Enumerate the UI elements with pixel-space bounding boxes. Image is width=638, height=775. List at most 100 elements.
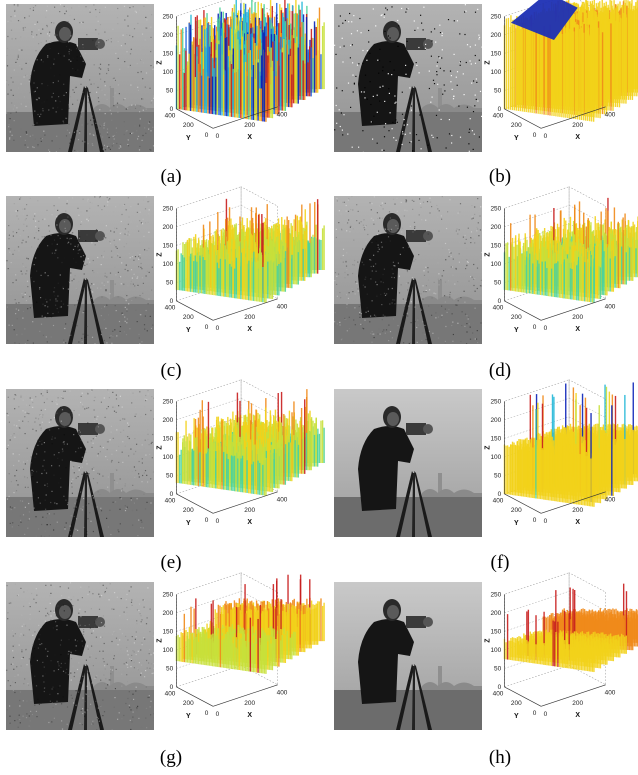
surface-plot-3d: 250 200 150 100 50 0 400 200 0 0 200 400 Z Y X (484, 379, 638, 537)
cameraman-image (334, 582, 482, 730)
panel-caption: (b) (488, 166, 512, 187)
z-tick-label: 50 (494, 280, 502, 287)
cameraman-image (6, 4, 154, 152)
panel-caption: (g) (159, 747, 183, 768)
x-tick-label: 200 (244, 122, 255, 129)
y-tick-label: 400 (165, 113, 176, 120)
y-tick-label: 400 (493, 305, 504, 312)
y-tick-label: 200 (183, 314, 194, 321)
x-tick-label: 0 (216, 325, 220, 332)
x-tick-label: 400 (277, 303, 288, 310)
z-tick-label: 150 (162, 243, 173, 250)
x-tick-label: 400 (605, 303, 616, 310)
surface-plot-3d: 250 200 150 100 50 0 400 200 0 0 200 400 Z Y X (156, 379, 325, 537)
x-tick-label: 200 (572, 122, 583, 129)
z-tick-label: 150 (162, 51, 173, 58)
panel-caption: (f) (490, 552, 510, 573)
z-tick-label: 0 (498, 298, 502, 305)
y-tick-label: 200 (183, 507, 194, 514)
z-tick-label: 150 (162, 436, 173, 443)
z-tick-label: 0 (498, 106, 502, 113)
y-tick-label: 200 (183, 122, 194, 129)
y-tick-label: 400 (165, 691, 176, 698)
cameraman-image (6, 196, 154, 344)
y-tick-label: 400 (165, 305, 176, 312)
x-axis-label: X (575, 519, 580, 526)
panel-caption: (a) (160, 166, 182, 187)
panel-caption: (d) (488, 360, 512, 381)
y-axis-label: Y (514, 713, 519, 720)
x-tick-label: 400 (605, 496, 616, 503)
x-axis-label: X (575, 712, 580, 719)
z-tick-label: 250 (162, 13, 173, 20)
x-axis-label: X (575, 134, 580, 141)
y-tick-label: 0 (533, 132, 537, 139)
z-axis-label: Z (484, 252, 491, 257)
x-tick-label: 400 (605, 689, 616, 696)
surface-plot-3d: 250 200 150 100 50 0 400 200 0 0 200 400 Z Y X (156, 572, 325, 730)
z-tick-label: 200 (162, 417, 173, 424)
x-tick-label: 200 (244, 314, 255, 321)
y-axis-label: Y (186, 713, 191, 720)
z-tick-label: 150 (490, 51, 501, 58)
y-tick-label: 400 (493, 113, 504, 120)
z-tick-label: 150 (490, 436, 501, 443)
y-tick-label: 400 (493, 691, 504, 698)
z-tick-label: 0 (498, 684, 502, 691)
y-tick-label: 0 (205, 132, 209, 139)
z-axis-label: Z (484, 60, 491, 65)
y-tick-label: 0 (205, 324, 209, 331)
z-tick-label: 50 (494, 473, 502, 480)
surface-plot-3d: 250 200 150 100 50 0 400 200 0 0 200 400 Z Y X (156, 186, 325, 344)
y-tick-label: 200 (511, 122, 522, 129)
x-axis-label: X (247, 134, 252, 141)
x-tick-label: 200 (572, 314, 583, 321)
y-tick-label: 400 (165, 498, 176, 505)
z-tick-label: 100 (490, 647, 501, 654)
z-tick-label: 50 (166, 666, 174, 673)
y-tick-label: 0 (205, 517, 209, 524)
y-axis-label: Y (186, 520, 191, 527)
y-tick-label: 200 (183, 700, 194, 707)
z-tick-label: 200 (490, 224, 501, 231)
x-tick-label: 0 (216, 711, 220, 718)
z-tick-label: 50 (166, 473, 174, 480)
cameraman-image (334, 196, 482, 344)
y-tick-label: 0 (205, 710, 209, 717)
x-tick-label: 200 (572, 507, 583, 514)
z-axis-label: Z (156, 638, 163, 643)
z-tick-label: 200 (490, 610, 501, 617)
z-tick-label: 250 (490, 591, 501, 598)
z-tick-label: 50 (494, 666, 502, 673)
z-tick-label: 250 (490, 398, 501, 405)
x-tick-label: 200 (244, 700, 255, 707)
y-tick-label: 0 (533, 324, 537, 331)
surface-plot-3d: 250 200 150 100 50 0 400 200 0 0 200 400 Z Y X (156, 0, 325, 152)
z-tick-label: 150 (490, 629, 501, 636)
z-tick-label: 100 (162, 69, 173, 76)
panel-caption: (c) (160, 360, 182, 381)
x-axis-label: X (575, 326, 580, 333)
z-tick-label: 100 (162, 261, 173, 268)
z-tick-label: 50 (494, 88, 502, 95)
cameraman-image (334, 4, 482, 152)
z-tick-label: 200 (162, 610, 173, 617)
y-tick-label: 200 (511, 700, 522, 707)
z-tick-label: 200 (490, 417, 501, 424)
x-tick-label: 0 (544, 133, 548, 140)
z-tick-label: 0 (170, 106, 174, 113)
x-axis-label: X (247, 519, 252, 526)
x-tick-label: 0 (544, 518, 548, 525)
z-axis-label: Z (156, 252, 163, 257)
z-tick-label: 100 (490, 454, 501, 461)
cameraman-image (6, 389, 154, 537)
y-tick-label: 0 (533, 710, 537, 717)
y-axis-label: Y (186, 327, 191, 334)
panel-caption: (e) (160, 552, 182, 573)
panel-caption: (h) (488, 747, 512, 768)
z-tick-label: 100 (162, 647, 173, 654)
z-tick-label: 250 (490, 13, 501, 20)
y-tick-label: 200 (511, 507, 522, 514)
z-tick-label: 250 (162, 591, 173, 598)
z-tick-label: 100 (490, 261, 501, 268)
